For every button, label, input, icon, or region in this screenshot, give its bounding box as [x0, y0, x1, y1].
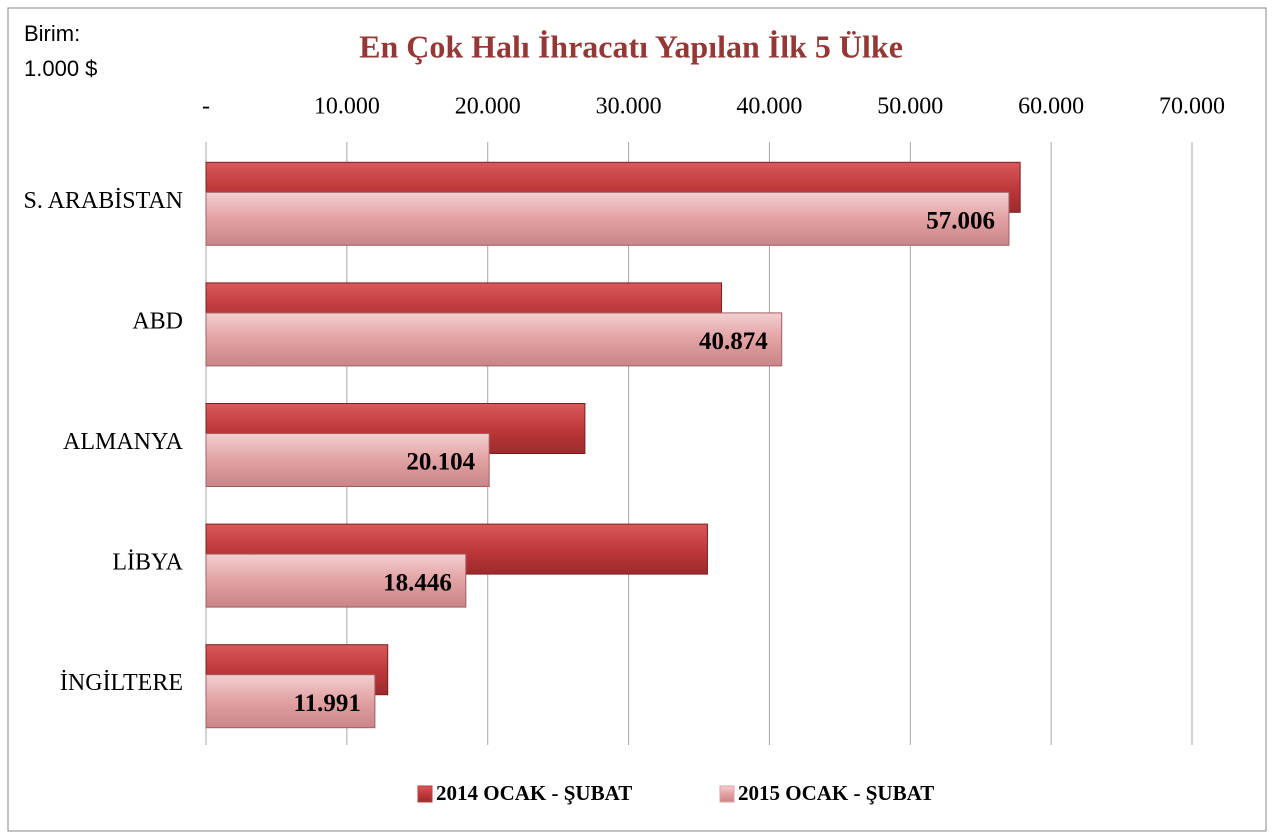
- y-tick-label: LİBYA: [112, 550, 183, 576]
- chart-title: En Çok Halı İhracatı Yapılan İlk 5 Ülke: [359, 28, 903, 64]
- legend-label: 2015 OCAK - ŞUBAT: [738, 781, 934, 805]
- chart-border: [7, 7, 1267, 832]
- x-tick-label: -: [202, 94, 210, 120]
- y-tick-label: ABD: [132, 308, 183, 334]
- bar: [205, 674, 376, 729]
- x-tick-label: 10.000: [314, 94, 380, 120]
- x-tick-label: 20.000: [455, 94, 521, 120]
- data-label: 18.446: [383, 569, 452, 596]
- data-label: 57.006: [926, 208, 995, 235]
- x-tick-label: 70.000: [1159, 94, 1225, 120]
- x-tick-label: 50.000: [877, 94, 943, 120]
- legend-swatch: [719, 785, 735, 803]
- bar: [205, 553, 467, 608]
- bar: [205, 433, 490, 487]
- y-tick-label: İNGİLTERE: [60, 670, 183, 696]
- legend-label: 2014 OCAK - ŞUBAT: [436, 781, 632, 805]
- legend-swatch: [417, 785, 433, 803]
- data-label: 40.874: [699, 328, 768, 355]
- unit-note: Birim:: [24, 21, 80, 46]
- unit-note: 1.000 $: [24, 56, 97, 81]
- bar: [205, 191, 1010, 246]
- x-tick-label: 40.000: [736, 94, 802, 120]
- y-tick-label: S. ARABİSTAN: [24, 188, 183, 214]
- x-tick-label: 60.000: [1018, 94, 1084, 120]
- x-tick-label: 30.000: [596, 94, 662, 120]
- data-label: 20.104: [406, 449, 475, 476]
- bar: [205, 312, 783, 367]
- y-tick-label: ALMANYA: [63, 429, 184, 455]
- data-label: 11.991: [294, 690, 361, 717]
